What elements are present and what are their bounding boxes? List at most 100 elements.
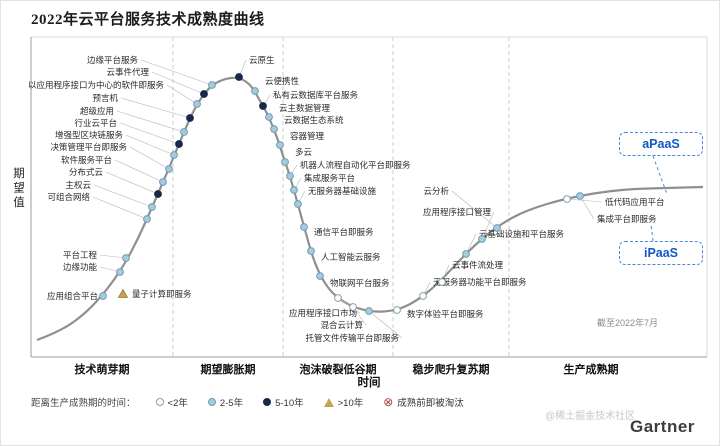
leader-line [579, 195, 595, 220]
legend-item-lt2: <2年 [155, 395, 188, 409]
leader-line [105, 171, 159, 195]
legend-marker-gt10 [323, 397, 334, 407]
tech-point [170, 151, 178, 159]
gartner-logo: Gartner [630, 417, 695, 436]
tech-label: 可组合网络 [47, 192, 90, 202]
tech-label: 云事件流处理 [452, 260, 504, 270]
tech-point [208, 81, 216, 89]
tech-point [235, 73, 243, 81]
leader-line [481, 211, 495, 240]
tech-point [154, 190, 162, 198]
tech-point [294, 200, 302, 208]
tech-label: 平台工程 [63, 250, 98, 260]
leader-line [119, 122, 180, 145]
tech-point [281, 158, 289, 166]
apaas-callout: aPaaS [619, 132, 703, 156]
tech-label: 数字体验平台即服务 [407, 309, 484, 319]
tech-point [493, 224, 501, 232]
leader-line [368, 310, 403, 339]
tech-point [349, 303, 357, 311]
leader-line [93, 184, 153, 208]
tech-label: 行业云平台 [74, 118, 117, 128]
tech-point [316, 272, 324, 280]
legend-item-gt10: >10年 [323, 395, 364, 409]
tech-point [300, 223, 308, 231]
as-of-date: 截至2022年7月 [597, 318, 659, 328]
tech-point [286, 172, 294, 180]
tech-point [148, 203, 156, 211]
leader-line [337, 297, 361, 314]
tech-label: 通信平台即服务 [314, 227, 374, 237]
tech-label: 应用组合平台 [47, 291, 98, 301]
tech-point [122, 254, 130, 262]
tech-point [365, 307, 373, 315]
tech-label: 人工智能云服务 [321, 252, 381, 262]
callout-connector [650, 223, 654, 242]
tech-label: 以应用程序接口为中心的软件即服务 [28, 80, 165, 90]
tech-label: 混合云计算 [320, 320, 363, 330]
tech-label: 云主数据管理 [279, 103, 331, 113]
legend-item-label: 成熟前即被淘汰 [397, 398, 464, 409]
tech-label: 无服务器基础设施 [308, 186, 377, 196]
tech-label: 软件服务平台 [61, 155, 112, 165]
tech-label: 低代码应用平台 [605, 197, 665, 207]
y-axis-label: 期望值 [12, 167, 24, 211]
tech-point [175, 140, 183, 148]
tech-point [159, 178, 167, 186]
tech-label: 集成服务平台 [304, 173, 355, 183]
tech-label: 集成平台即服务 [597, 214, 657, 224]
legend-item-label: <2年 [167, 398, 188, 409]
legend-title: 距离生产成熟期的时间： [31, 398, 136, 409]
tech-label: 分布式云 [69, 167, 104, 177]
tech-label: 物联网平台服务 [330, 278, 390, 288]
tech-label: 决策管理平台即服务 [50, 142, 127, 152]
leader-line [125, 134, 175, 156]
leader-line [92, 196, 148, 220]
tech-label: 边缘功能 [63, 262, 98, 272]
leader-line [566, 198, 603, 203]
legend-item-label: 2-5年 [219, 398, 244, 409]
tech-label: 私有云数据库平台服务 [273, 90, 359, 100]
tech-label: 机器人流程自动化平台即服务 [300, 160, 411, 170]
legend-item-y5_10: 5-10年 [263, 395, 304, 409]
legend-item-label: >10年 [337, 398, 364, 409]
ipaas-callout: iPaaS [619, 241, 703, 265]
tech-label: 应用程序接口管理 [423, 207, 492, 217]
tech-label: 主权云 [65, 180, 91, 190]
tech-point [165, 165, 173, 173]
tech-point [180, 128, 188, 136]
phase-label: 稳步爬升复苏期 [412, 364, 490, 376]
x-axis-label: 时间 [357, 377, 381, 389]
tech-label: 容器管理 [290, 131, 325, 141]
tech-point [143, 215, 151, 223]
tech-label: 托管文件传输平台即服务 [305, 333, 399, 343]
legend-item-y2_5: 2-5年 [207, 395, 244, 409]
tech-label: 云数据生态系统 [284, 115, 344, 125]
tech-point [290, 186, 298, 194]
leader-line [129, 146, 170, 170]
hype-curve [36, 76, 704, 342]
leader-line [114, 159, 164, 183]
tech-point-triangle [117, 288, 129, 298]
phase-label: 泡沫破裂低谷期 [299, 364, 377, 376]
tech-label: 超级应用 [80, 106, 114, 116]
legend-marker-y5_10 [263, 398, 272, 406]
legend: 距离生产成熟期的时间： <2年 2-5年 5-10年 >10年 ⊗ 成熟前即被淘汰 [31, 395, 464, 409]
tech-point [478, 235, 486, 243]
leader-line [451, 190, 498, 229]
watermark: @稀土掘金技术社区 [545, 411, 636, 422]
tech-point [186, 114, 194, 122]
tech-point [334, 294, 342, 302]
tech-point [276, 141, 284, 149]
tech-point [193, 100, 201, 108]
tech-label: 多云 [295, 147, 313, 157]
chart-title: 2022年云平台服务技术成熟度曲线 [31, 12, 265, 28]
tech-label: 预言机 [92, 93, 118, 103]
tech-point [438, 278, 446, 286]
tech-point [307, 247, 315, 255]
tech-point [393, 306, 401, 314]
leader-line [166, 84, 198, 105]
tech-point [116, 268, 124, 276]
tech-point [99, 292, 107, 300]
